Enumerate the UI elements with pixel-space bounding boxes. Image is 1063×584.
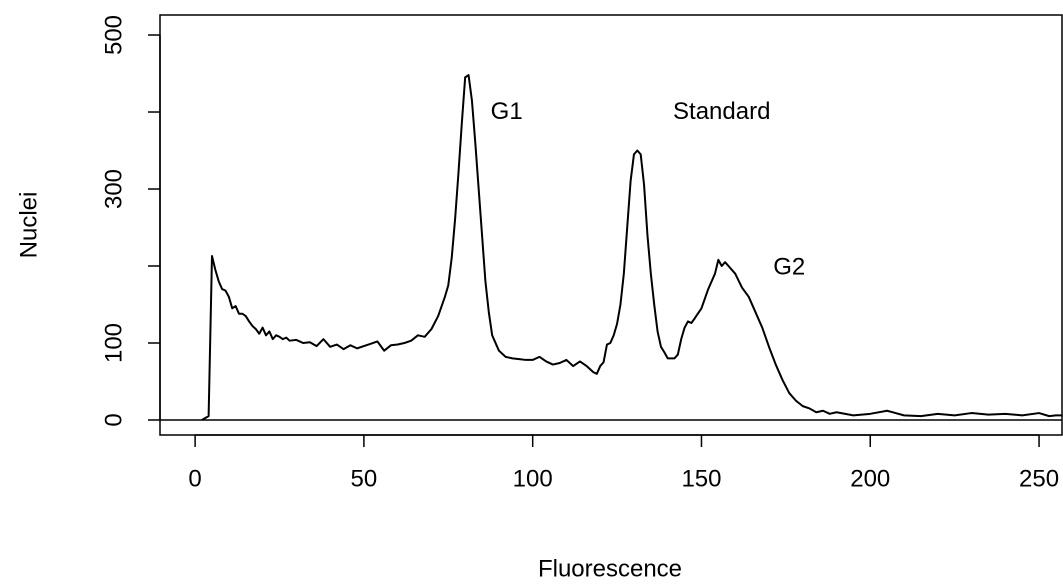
plot-box [159, 14, 1063, 436]
x-tick-label: 150 [681, 465, 721, 492]
x-tick-label: 0 [188, 465, 201, 492]
y-tick-label: 100 [100, 323, 127, 363]
annotation: G2 [773, 254, 805, 281]
y-axis-label: Nuclei [15, 192, 42, 259]
x-tick-label: 250 [1019, 465, 1059, 492]
y-tick-label: 500 [100, 15, 127, 55]
data-line [201, 74, 1063, 421]
x-axis-label: Fluorescence [538, 555, 682, 582]
y-tick-label: 0 [100, 413, 127, 426]
x-tick-label: 100 [513, 465, 553, 492]
y-tick-label: 300 [100, 169, 127, 209]
annotation: Standard [673, 98, 770, 125]
x-tick-label: 200 [850, 465, 890, 492]
x-tick-label: 50 [351, 465, 378, 492]
annotation: G1 [491, 98, 523, 125]
